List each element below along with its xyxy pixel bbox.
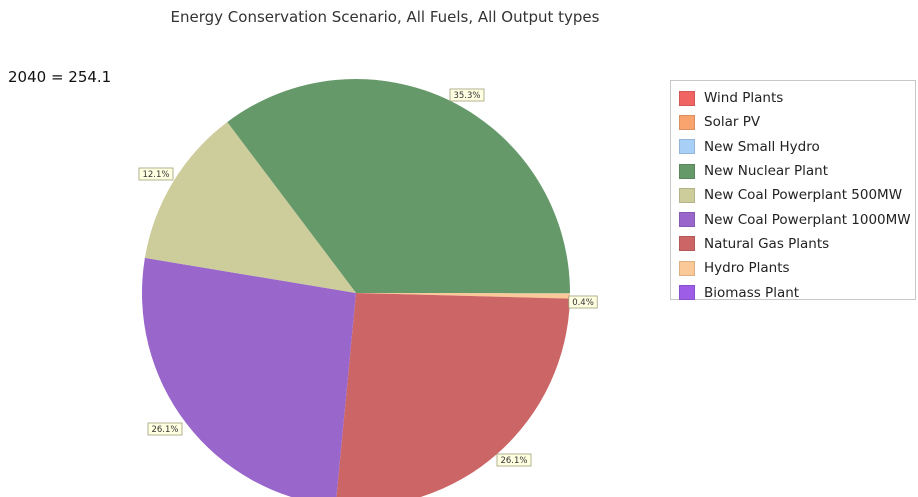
pie-slice-natural-gas-plants	[336, 293, 570, 497]
pie-slice-hydro-plants	[356, 293, 570, 299]
legend-swatch	[679, 139, 695, 155]
legend-label: New Coal Powerplant 500MW	[704, 187, 903, 204]
legend-item-biomass-plant: Biomass Plant	[679, 280, 915, 304]
legend-item-new-coal-powerplant-500mw: New Coal Powerplant 500MW	[679, 183, 915, 207]
legend-label: New Small Hydro	[704, 138, 820, 155]
legend-label: Solar PV	[704, 114, 761, 131]
data-label-text: 35.3%	[453, 91, 480, 101]
chart-title: Energy Conservation Scenario, All Fuels,…	[170, 8, 600, 26]
legend-swatch	[679, 187, 695, 203]
data-label-hydro-plants: 0.4%	[568, 295, 598, 309]
legend-swatch	[679, 285, 695, 301]
data-label-new-coal-powerplant-1000mw: 26.1%	[147, 422, 183, 436]
data-label-box	[147, 422, 183, 436]
data-label-new-nuclear-plant: 35.3%	[449, 88, 485, 102]
legend-label: New Coal Powerplant 1000MW	[704, 211, 911, 228]
legend-item-solar-pv: Solar PV	[679, 110, 915, 134]
legend-swatch	[679, 90, 695, 106]
data-label-text: 26.1%	[500, 456, 527, 466]
data-label-box	[449, 88, 485, 102]
legend-label: Wind Plants	[704, 90, 784, 107]
legend-swatch	[679, 163, 695, 179]
data-label-box	[138, 167, 174, 181]
legend-label: Hydro Plants	[704, 260, 790, 277]
legend-item-wind-plants: Wind Plants	[679, 86, 915, 110]
data-label-new-coal-powerplant-500mw: 12.1%	[138, 167, 174, 181]
legend-label: New Nuclear Plant	[704, 163, 828, 180]
legend-item-new-small-hydro: New Small Hydro	[679, 135, 915, 159]
legend-label: Biomass Plant	[704, 284, 800, 301]
chart-subtitle: 2040 = 254.1	[8, 68, 112, 86]
pie-slice-new-nuclear-plant	[227, 79, 570, 294]
legend-item-natural-gas-plants: Natural Gas Plants	[679, 232, 915, 256]
data-label-text: 12.1%	[142, 170, 169, 180]
data-label-box	[496, 453, 532, 467]
legend-swatch	[679, 260, 695, 276]
data-label-text: 26.1%	[151, 425, 178, 435]
legend-swatch	[679, 212, 695, 228]
pie-slice-new-coal-powerplant-1000mw	[142, 257, 356, 497]
data-label-natural-gas-plants: 26.1%	[496, 453, 532, 467]
legend-swatch	[679, 236, 695, 252]
legend-item-new-coal-powerplant-1000mw: New Coal Powerplant 1000MW	[679, 207, 915, 231]
legend-swatch	[679, 114, 695, 130]
data-label-box	[568, 295, 598, 309]
data-label-text: 0.4%	[572, 298, 594, 308]
legend: Wind Plants Solar PV New Small Hydro New Nu…	[670, 80, 916, 301]
legend-item-hydro-plants: Hydro Plants	[679, 256, 915, 280]
pie-slice-new-coal-powerplant-500mw	[144, 122, 356, 293]
legend-item-new-nuclear-plant: New Nuclear Plant	[679, 159, 915, 183]
legend-label: Natural Gas Plants	[704, 235, 830, 252]
